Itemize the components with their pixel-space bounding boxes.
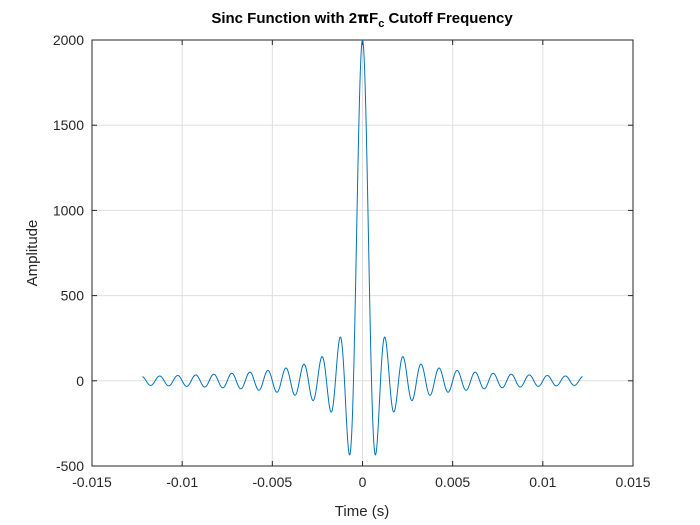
- y-tick-label: 1000: [53, 202, 84, 218]
- x-tick-label: 0: [359, 474, 367, 490]
- x-tick-label: 0.01: [529, 474, 556, 490]
- y-tick-label: 0: [76, 373, 84, 389]
- y-tick-label: -500: [56, 458, 84, 474]
- title-suffix: Cutoff Frequency: [384, 10, 513, 27]
- x-tick-label: 0.005: [435, 474, 470, 490]
- title-f: F: [369, 10, 378, 27]
- title-prefix: Sinc Function with 2: [211, 10, 357, 27]
- y-tick-label: 1500: [53, 117, 84, 133]
- chart-title: Sinc Function with 2πFc Cutoff Frequency: [211, 9, 513, 30]
- series-line: [142, 39, 583, 456]
- x-tick-label: -0.01: [166, 474, 198, 490]
- x-tick-label: 0.015: [615, 474, 650, 490]
- x-tick-label: -0.015: [72, 474, 112, 490]
- axis-ticks: [91, 39, 634, 467]
- title-pi: π: [357, 9, 369, 27]
- y-axis-label: Amplitude: [24, 220, 41, 287]
- x-tick-label: -0.005: [252, 474, 292, 490]
- y-tick-label: 2000: [53, 32, 84, 48]
- grid-lines: [92, 40, 633, 466]
- y-tick-label: 500: [61, 288, 85, 304]
- title-subscript: c: [378, 18, 384, 30]
- x-axis-label: Time (s): [335, 503, 389, 520]
- tick-labels: -0.015 -0.01 -0.005 0 0.005 0.01 0.015 -500 0 500…: [53, 32, 651, 490]
